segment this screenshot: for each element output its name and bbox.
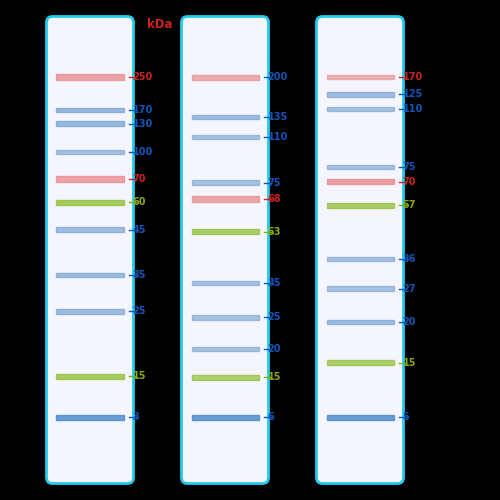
Text: 250: 250: [132, 72, 153, 82]
Text: 110: 110: [402, 104, 423, 114]
Bar: [192, 180, 258, 185]
Bar: [56, 228, 124, 232]
Bar: [192, 230, 258, 234]
Bar: [326, 286, 394, 291]
Bar: [56, 176, 124, 182]
Bar: [56, 122, 124, 126]
Text: 3: 3: [132, 412, 139, 422]
Text: 25: 25: [268, 312, 281, 322]
Text: 35: 35: [268, 278, 281, 288]
Text: 125: 125: [402, 90, 423, 100]
Bar: [56, 273, 124, 278]
Text: kDa: kDa: [148, 18, 173, 30]
Text: 75: 75: [268, 178, 281, 188]
Bar: [192, 280, 258, 285]
Bar: [56, 374, 124, 379]
Bar: [326, 257, 394, 262]
Bar: [192, 135, 258, 140]
Text: 100: 100: [132, 147, 153, 157]
Text: 20: 20: [402, 317, 416, 327]
Bar: [326, 320, 394, 324]
Text: 20: 20: [268, 344, 281, 354]
Text: 15: 15: [268, 372, 281, 382]
Bar: [56, 309, 124, 314]
Text: 200: 200: [268, 72, 288, 82]
Bar: [56, 150, 124, 154]
Bar: [326, 75, 394, 80]
Bar: [192, 375, 258, 380]
Text: 15: 15: [402, 358, 416, 368]
Bar: [192, 315, 258, 320]
Bar: [326, 92, 394, 96]
Text: 36: 36: [402, 254, 416, 264]
Bar: [326, 106, 394, 111]
Bar: [192, 347, 258, 352]
FancyBboxPatch shape: [316, 16, 404, 483]
Text: 170: 170: [402, 72, 423, 82]
Text: 53: 53: [268, 227, 281, 237]
Text: 15: 15: [132, 372, 146, 382]
Text: 110: 110: [268, 132, 288, 142]
Text: 75: 75: [402, 162, 416, 172]
Bar: [192, 115, 258, 119]
Bar: [192, 74, 258, 80]
Text: 27: 27: [402, 284, 416, 294]
Text: 57: 57: [402, 200, 416, 210]
Bar: [56, 74, 124, 80]
Bar: [192, 414, 258, 420]
Bar: [326, 165, 394, 170]
Text: 6: 6: [268, 412, 274, 422]
Bar: [192, 196, 258, 202]
Text: 60: 60: [132, 197, 146, 207]
Text: 130: 130: [132, 118, 153, 128]
Text: 70: 70: [132, 174, 146, 184]
Text: 5: 5: [402, 412, 409, 422]
Text: 135: 135: [268, 112, 288, 122]
FancyBboxPatch shape: [182, 16, 268, 483]
Bar: [56, 414, 124, 420]
Bar: [326, 360, 394, 366]
Bar: [56, 108, 124, 112]
Bar: [326, 203, 394, 208]
Bar: [56, 200, 124, 204]
Text: 25: 25: [132, 306, 146, 316]
Text: 170: 170: [132, 105, 153, 115]
Bar: [326, 179, 394, 184]
FancyBboxPatch shape: [46, 16, 134, 483]
Text: 45: 45: [132, 224, 146, 234]
Text: 70: 70: [402, 176, 416, 186]
Bar: [326, 414, 394, 420]
Text: 68: 68: [268, 194, 281, 204]
Text: 35: 35: [132, 270, 146, 280]
